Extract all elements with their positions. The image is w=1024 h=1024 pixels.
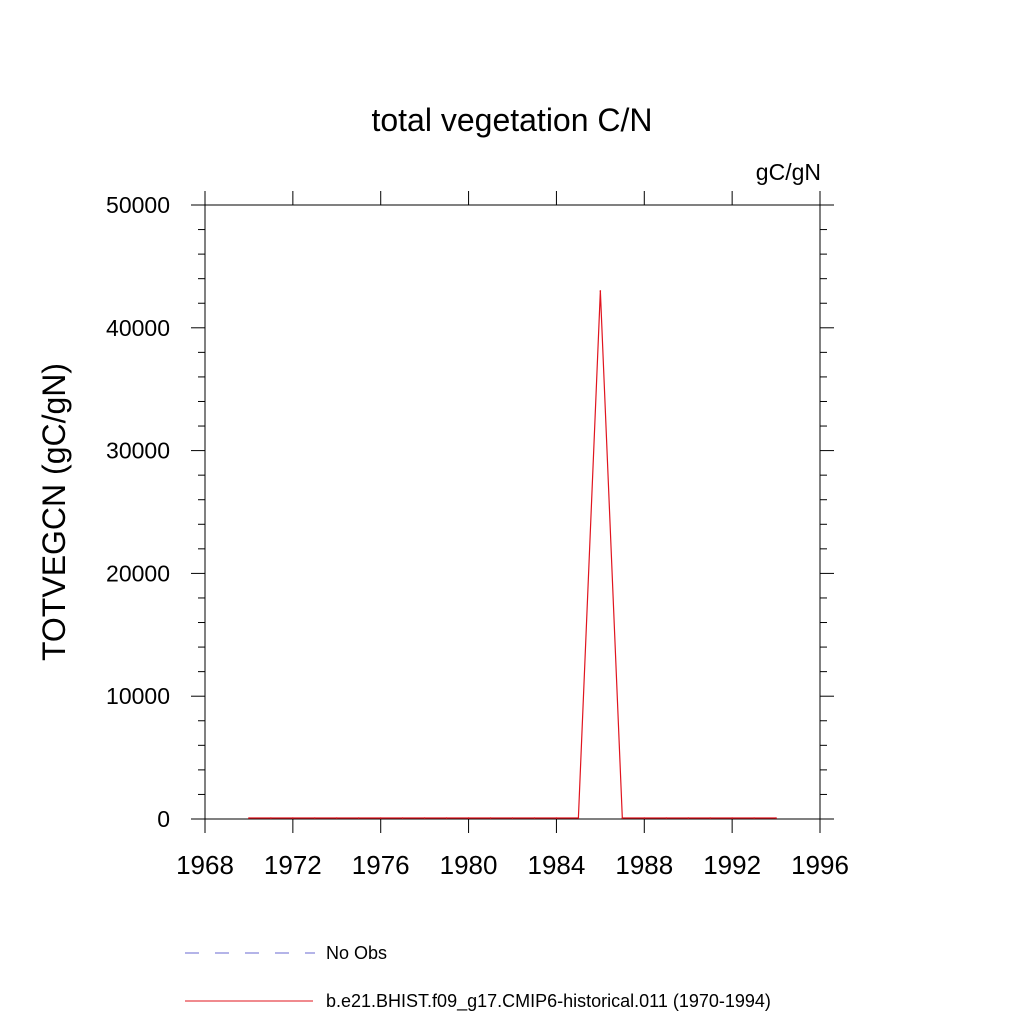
data-point	[401, 817, 404, 819]
data-point	[577, 817, 580, 819]
data-point	[270, 817, 272, 819]
data-point	[423, 817, 426, 819]
x-tick-label: 1972	[264, 850, 322, 880]
chart-title: total vegetation C/N	[371, 102, 652, 138]
y-tick-label: 50000	[106, 192, 170, 218]
data-point	[643, 817, 646, 819]
data-point	[467, 817, 470, 819]
x-tick-label: 1968	[176, 850, 234, 880]
legend: No Obs b.e21.BHIST.f09_g17.CMIP6-histori…	[185, 943, 771, 1012]
data-point	[489, 817, 492, 819]
x-tick-label: 1984	[528, 850, 586, 880]
x-tick-label: 1996	[791, 850, 849, 880]
data-point	[753, 817, 755, 819]
data-point	[599, 290, 602, 292]
series-line	[248, 290, 777, 819]
x-tick-label: 1992	[703, 850, 761, 880]
data-point	[731, 817, 733, 819]
y-axis-label: TOTVEGCN (gC/gN)	[36, 363, 72, 661]
data-point	[709, 817, 711, 819]
data-point	[511, 817, 514, 819]
legend-label-model: b.e21.BHIST.f09_g17.CMIP6-historical.011…	[326, 991, 771, 1012]
data-point	[533, 817, 536, 819]
units-label: gC/gN	[756, 159, 821, 185]
data-point	[314, 817, 316, 819]
data-point	[248, 817, 250, 819]
data-point	[357, 817, 360, 819]
y-tick-label: 30000	[106, 438, 170, 464]
data-point	[379, 817, 382, 819]
x-tick-label: 1980	[440, 850, 498, 880]
data-point	[687, 817, 690, 819]
y-tick-label: 10000	[106, 683, 170, 709]
plot-frame	[204, 204, 821, 820]
data-point	[665, 817, 668, 819]
y-tick-label: 0	[157, 806, 170, 832]
data-point	[621, 817, 624, 819]
y-tick-label: 20000	[106, 560, 170, 586]
data-point	[775, 817, 777, 819]
series-layer	[248, 290, 777, 819]
x-tick-label: 1988	[615, 850, 673, 880]
data-point	[555, 817, 558, 819]
data-point	[335, 817, 338, 819]
data-point	[445, 817, 448, 819]
y-tick-label: 40000	[106, 315, 170, 341]
axis-ticks: 0 10000 20000 30000 40000 50000 1968 1972 1976 19…	[106, 191, 849, 880]
legend-label-no-obs: No Obs	[326, 943, 387, 963]
data-point	[292, 817, 294, 819]
x-tick-label: 1976	[352, 850, 410, 880]
